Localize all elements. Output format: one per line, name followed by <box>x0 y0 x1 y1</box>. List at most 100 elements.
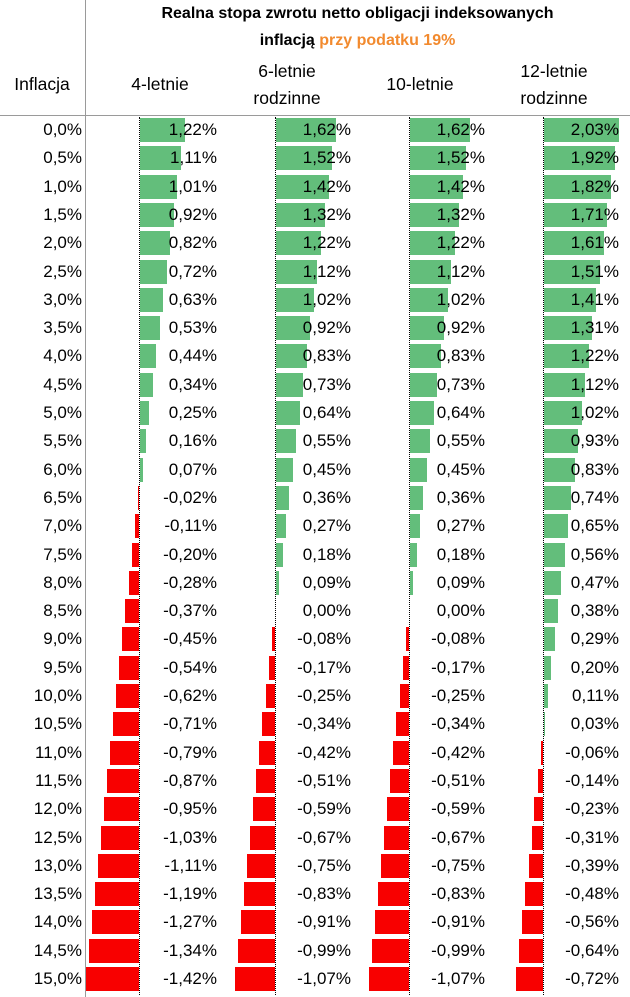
inflation-label: 7,5% <box>43 544 82 564</box>
header-divider-horizontal <box>0 115 630 116</box>
data-bar <box>544 174 612 199</box>
inflation-label: 13,0% <box>33 855 82 875</box>
data-bar <box>276 231 322 256</box>
data-bar <box>544 627 555 652</box>
data-label: -1,11% <box>164 855 217 875</box>
data-bar <box>410 316 445 341</box>
inflation-label: 14,0% <box>33 912 82 932</box>
data-bar <box>544 429 579 454</box>
data-bar <box>256 768 275 793</box>
data-label: 0,73% <box>302 374 351 394</box>
data-label: 1,22% <box>570 346 619 366</box>
data-bar <box>406 627 409 652</box>
data-bar <box>140 344 157 369</box>
data-label: 0,16% <box>168 431 217 451</box>
data-bar <box>410 429 431 454</box>
data-bar <box>544 202 608 227</box>
data-label: 0,55% <box>302 431 351 451</box>
data-bar <box>276 344 307 369</box>
data-bar <box>544 259 600 284</box>
data-bar <box>86 967 139 991</box>
data-bar <box>544 287 597 312</box>
data-label: 0,56% <box>570 544 619 564</box>
zero-axis-line <box>139 117 140 995</box>
data-label: -0,51% <box>297 770 351 790</box>
data-label: -0,91% <box>431 912 485 932</box>
data-label: 0,73% <box>436 374 485 394</box>
data-bar <box>276 146 333 171</box>
data-bar <box>276 542 283 567</box>
inflation-label: 0,5% <box>43 148 82 168</box>
data-bar <box>253 797 275 822</box>
inflation-label: 9,0% <box>43 629 82 649</box>
data-bar <box>544 712 546 737</box>
data-label: 0,18% <box>436 544 485 564</box>
data-bar <box>384 825 409 850</box>
data-bar <box>125 599 139 624</box>
data-label: -0,54% <box>163 657 217 677</box>
data-bar <box>387 797 409 822</box>
data-label: 0,09% <box>436 572 485 592</box>
data-bar <box>544 344 590 369</box>
data-label: -0,37% <box>163 601 217 621</box>
data-label: 0,29% <box>570 629 619 649</box>
data-bar <box>369 967 409 991</box>
row-header-inflation: Inflacja <box>14 74 70 94</box>
data-bar <box>247 853 275 878</box>
inflation-label: 3,0% <box>43 289 82 309</box>
data-label: -0,08% <box>297 629 351 649</box>
inflation-label: 13,5% <box>33 884 82 904</box>
data-bar <box>140 287 164 312</box>
data-bar <box>544 570 562 595</box>
data-bar <box>265 684 275 708</box>
data-label: -0,67% <box>297 827 351 847</box>
data-label: -0,72% <box>565 969 619 988</box>
data-bar <box>262 712 275 737</box>
data-bar <box>140 231 171 256</box>
data-bar <box>109 740 139 765</box>
data-bar <box>544 146 616 171</box>
data-bar <box>410 259 452 284</box>
data-label: -0,64% <box>565 940 619 960</box>
data-bar <box>540 740 543 765</box>
inflation-label: 5,0% <box>43 403 82 422</box>
data-label: -0,42% <box>431 742 485 762</box>
data-label: 0,45% <box>302 459 351 479</box>
data-label: -0,11% <box>164 516 217 536</box>
data-label: -0,79% <box>163 742 217 762</box>
data-label: 0,38% <box>570 601 619 621</box>
data-label: -0,91% <box>297 912 351 932</box>
data-bar <box>140 174 178 199</box>
data-label: 0,83% <box>570 459 619 479</box>
data-label: -1,42% <box>163 969 217 988</box>
data-label: 0,92% <box>168 204 217 224</box>
data-label: 1,12% <box>436 261 485 281</box>
data-label: 0,47% <box>570 572 619 592</box>
data-label: -0,34% <box>431 714 485 734</box>
data-bar <box>522 910 543 935</box>
data-label: 1,02% <box>570 403 619 422</box>
data-bar <box>276 287 314 312</box>
data-label: -0,42% <box>297 742 351 762</box>
data-label: 1,32% <box>436 204 485 224</box>
inflation-label: 2,0% <box>43 233 82 253</box>
data-label: -0,87% <box>163 770 217 790</box>
column-header-10-letnie: 10-letnie <box>360 71 480 98</box>
data-bar <box>378 882 409 907</box>
data-label: -1,34% <box>163 940 217 960</box>
data-label: 1,12% <box>570 374 619 394</box>
data-label: 1,61% <box>570 233 619 253</box>
data-label: 0,36% <box>302 487 351 507</box>
data-label: 0,92% <box>436 318 485 338</box>
data-bar <box>276 570 280 595</box>
data-bar <box>140 372 153 397</box>
data-label: -0,17% <box>431 657 485 677</box>
data-label: 0,55% <box>436 431 485 451</box>
column-header-4-letnie: 4-letnie <box>100 71 220 98</box>
inflation-label: 3,5% <box>43 318 82 338</box>
data-label: 0,27% <box>436 516 485 536</box>
data-bar <box>244 882 275 907</box>
data-label: -0,75% <box>431 855 485 875</box>
data-label: 1,42% <box>302 176 351 196</box>
data-label: -0,34% <box>297 714 351 734</box>
